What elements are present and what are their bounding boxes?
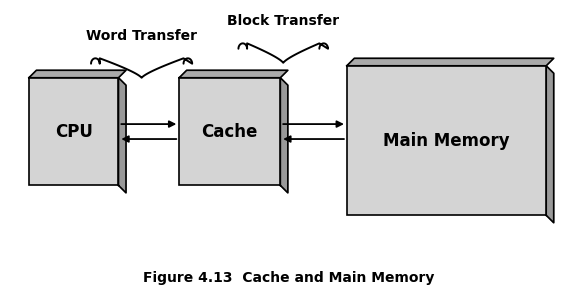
Text: Block Transfer: Block Transfer <box>227 14 339 28</box>
Polygon shape <box>347 58 554 66</box>
Text: Main Memory: Main Memory <box>383 132 510 150</box>
Text: Figure 4.13  Cache and Main Memory: Figure 4.13 Cache and Main Memory <box>143 271 435 285</box>
Polygon shape <box>29 70 126 78</box>
Polygon shape <box>118 78 126 193</box>
Polygon shape <box>179 70 288 78</box>
Bar <box>29 78 118 185</box>
Polygon shape <box>280 78 288 193</box>
Text: Word Transfer: Word Transfer <box>86 29 197 43</box>
Text: CPU: CPU <box>55 123 92 141</box>
Bar <box>347 66 546 215</box>
Polygon shape <box>546 66 554 223</box>
Text: Cache: Cache <box>202 123 258 141</box>
Bar <box>179 78 280 185</box>
